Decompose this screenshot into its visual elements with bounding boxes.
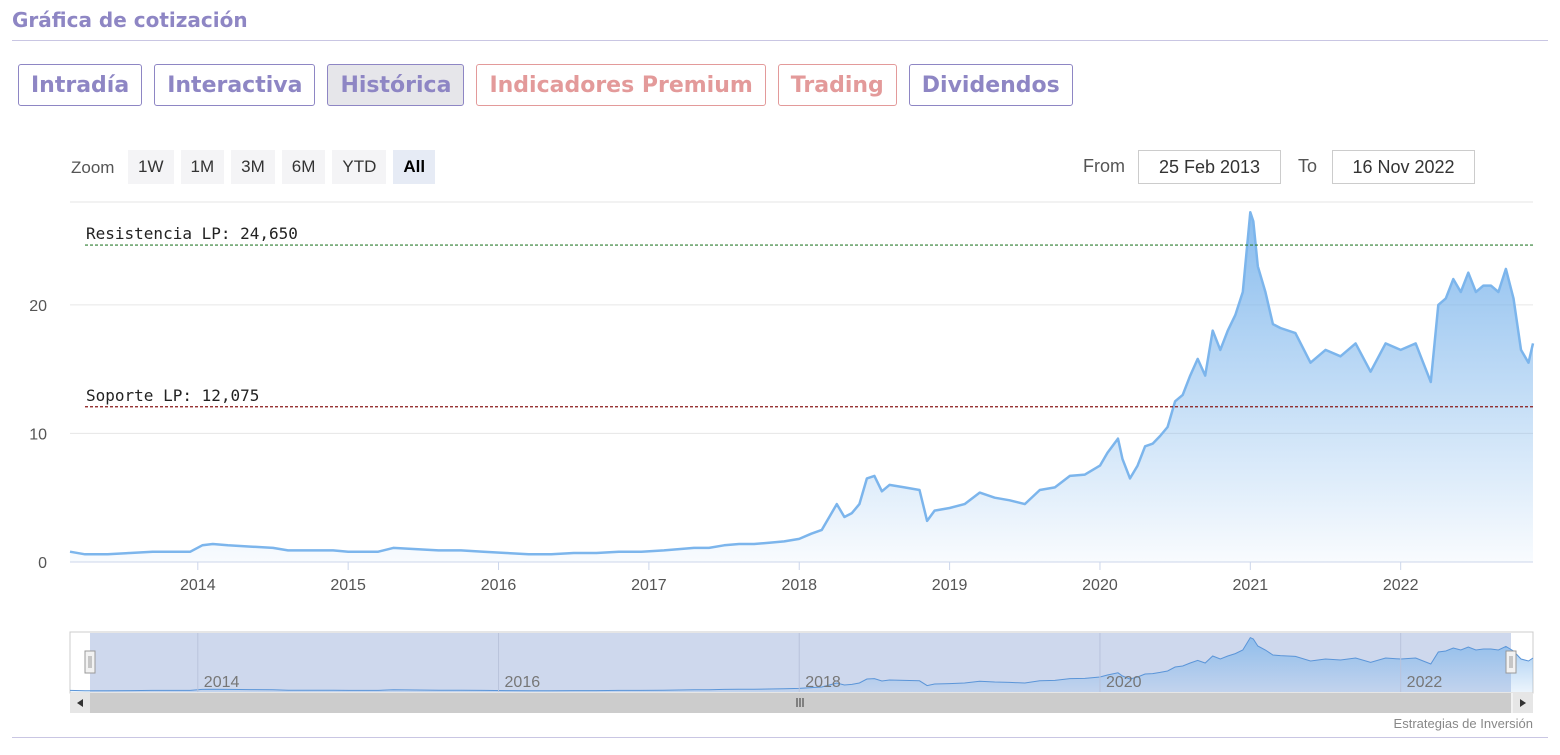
from-label: From [1083, 156, 1125, 176]
arrow-right-icon [1520, 699, 1526, 707]
navigator-right-handle[interactable] [1505, 650, 1517, 674]
x-tick-label: 2020 [1082, 577, 1118, 594]
y-tick-label: 0 [38, 555, 47, 572]
bottom-divider [12, 737, 1548, 738]
zoom-3m-button[interactable]: 3M [231, 150, 275, 184]
x-tick-label: 2018 [781, 577, 817, 594]
navigator-tick-label: 2016 [505, 674, 541, 691]
zoom-ytd-button[interactable]: YTD [332, 150, 387, 184]
to-date-input[interactable]: 16 Nov 2022 [1332, 150, 1475, 184]
navigator-tick-label: 2014 [204, 674, 240, 691]
title-divider [12, 40, 1548, 41]
navigator-line [69, 636, 1534, 692]
x-tick-label: 2021 [1233, 577, 1269, 594]
page-title: Gráfica de cotización [12, 8, 248, 32]
tab-historica[interactable]: Histórica [327, 64, 465, 106]
annotation-label: Soporte LP: 12,075 [86, 386, 259, 405]
to-label: To [1298, 156, 1318, 176]
price-line [69, 211, 1535, 556]
tab-dividendos[interactable]: Dividendos [908, 64, 1073, 106]
tab-intradia[interactable]: Intradía [18, 64, 143, 106]
annotation-label: Resistencia LP: 24,650 [86, 224, 298, 243]
tab-trading[interactable]: Trading [777, 64, 897, 106]
zoom-6m-button[interactable]: 6M [281, 150, 326, 184]
zoom-1m-button[interactable]: 1M [180, 150, 225, 184]
tab-interactiva[interactable]: Interactiva [154, 64, 316, 106]
x-tick-label: 2019 [932, 577, 968, 594]
y-tick-label: 10 [29, 426, 47, 443]
zoom-buttons: 1W 1M 3M 6M YTD All [128, 150, 436, 184]
zoom-label: Zoom [71, 158, 115, 177]
x-tick-label: 2017 [631, 577, 667, 594]
navigator-tick-label: 2018 [805, 674, 841, 691]
x-tick-label: 2016 [481, 577, 517, 594]
chart-credit: Estrategias de Inversión [1394, 716, 1533, 731]
arrow-left-icon [77, 699, 83, 707]
chart-tabs: Intradía Interactiva Histórica Indicador… [18, 64, 1073, 106]
navigator-tick-label: 2022 [1407, 674, 1443, 691]
navigator-tick-label: 2020 [1106, 674, 1142, 691]
zoom-1w-button[interactable]: 1W [128, 150, 174, 184]
price-area [70, 212, 1533, 563]
zoom-all-button[interactable]: All [393, 150, 436, 184]
y-tick-label: 20 [29, 298, 47, 315]
x-tick-label: 2022 [1383, 577, 1419, 594]
tab-indicadores-premium[interactable]: Indicadores Premium [476, 64, 766, 106]
x-tick-label: 2015 [330, 577, 366, 594]
x-tick-label: 2014 [180, 577, 216, 594]
from-date-input[interactable]: 25 Feb 2013 [1138, 150, 1281, 184]
navigator-area [70, 637, 1533, 692]
scrollbar-grip-icon [796, 698, 804, 707]
navigator-left-handle[interactable] [84, 650, 96, 674]
